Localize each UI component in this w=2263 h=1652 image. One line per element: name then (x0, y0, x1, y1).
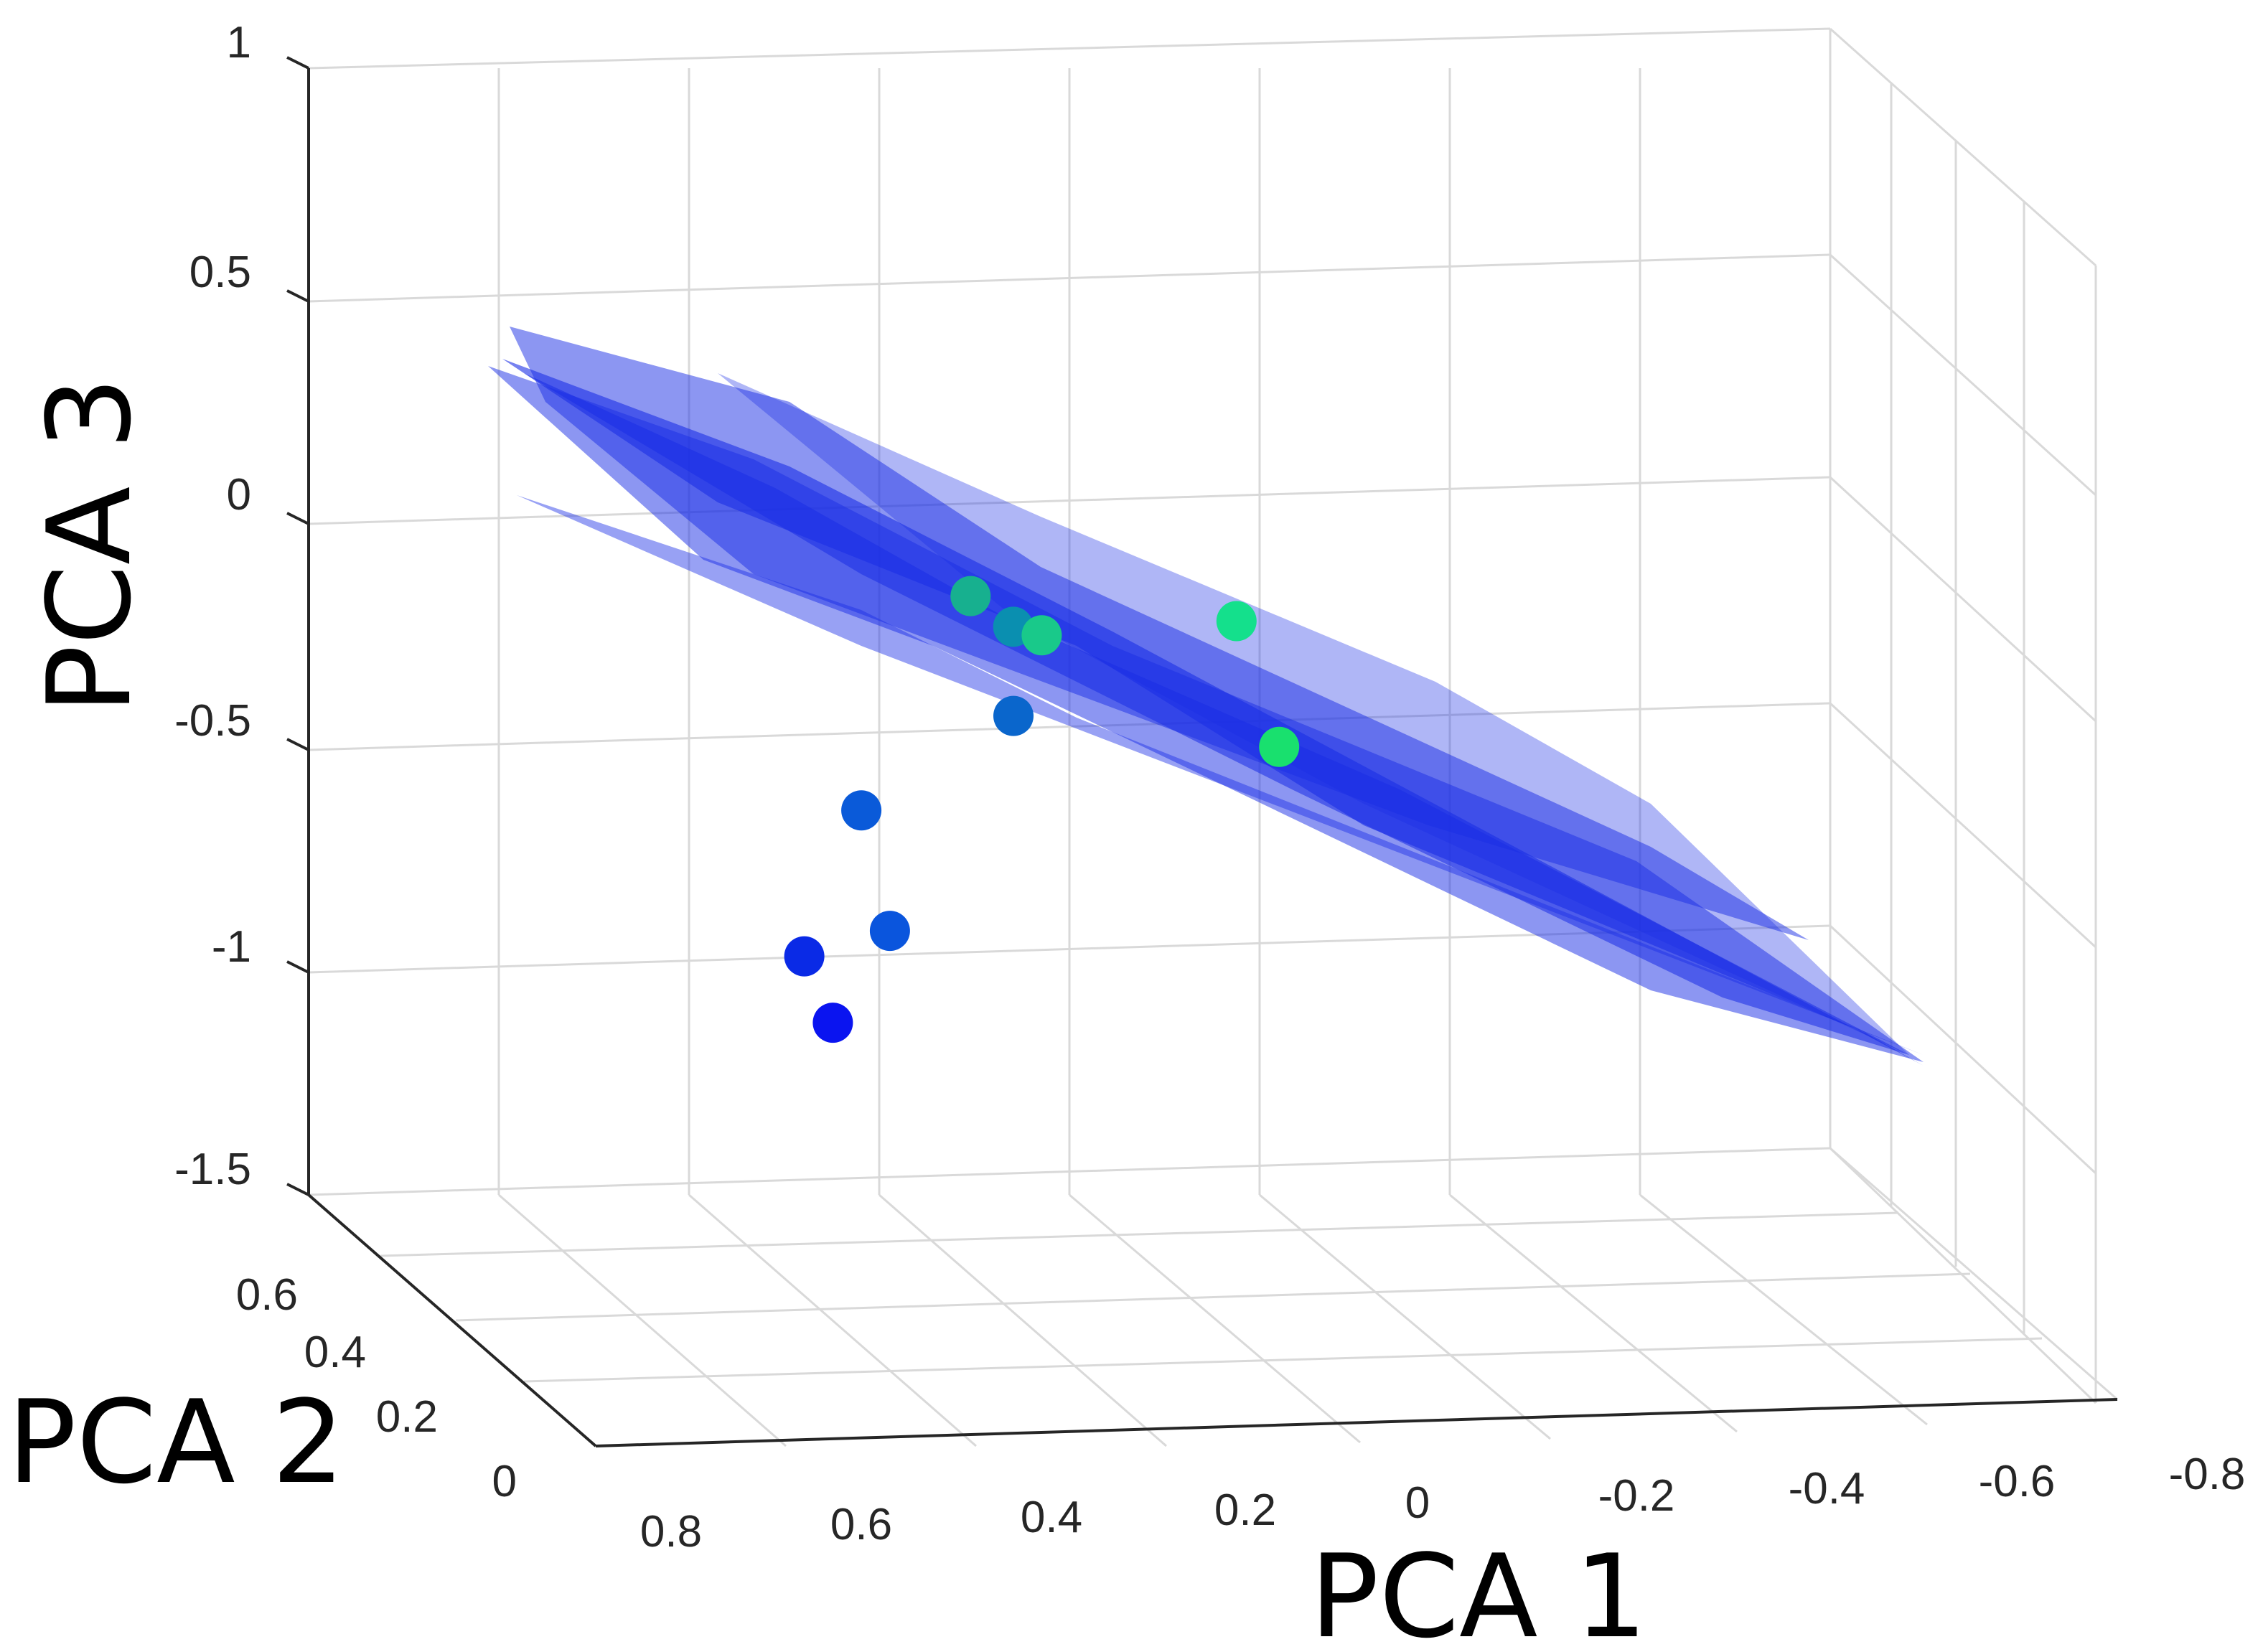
z-tick-label: 0 (227, 470, 251, 520)
x-tick-label: 0.6 (830, 1500, 892, 1549)
x-axis-label: PCA 1 (1310, 1529, 1647, 1652)
data-point (784, 936, 825, 977)
data-point (993, 695, 1034, 736)
y-tick-label: 0.6 (236, 1270, 298, 1320)
x-tick-label: -0.6 (1979, 1457, 2056, 1506)
y-tick-labels: 0 0.2 0.4 0.6 (236, 1270, 517, 1506)
x-tick-label: 0 (1405, 1478, 1430, 1528)
data-point (841, 790, 882, 831)
z-axis-label: PCA 3 (22, 377, 156, 714)
axis-box (307, 68, 2118, 1447)
z-tick-label: 0.5 (189, 248, 251, 297)
z-tick-label: -1.5 (174, 1145, 251, 1194)
x-tick-label: -0.2 (1598, 1471, 1675, 1521)
data-point (812, 1003, 853, 1043)
data-point (950, 576, 991, 616)
x-tick-label: -0.4 (1789, 1464, 1865, 1513)
y-tick-label: 0.2 (376, 1392, 438, 1442)
x-tick-label: -0.8 (2169, 1450, 2246, 1499)
y-tick-label: 0 (492, 1457, 517, 1506)
z-tick-label: -0.5 (174, 696, 251, 746)
x-tick-label: 0.2 (1214, 1486, 1276, 1535)
side-wall-grid (1829, 27, 2097, 1404)
floor-grid (308, 1147, 2118, 1447)
fitted-surfaces (488, 327, 1924, 1066)
z-tick-label: -1 (212, 922, 251, 972)
z-tick-marks (286, 56, 309, 1196)
x-tick-labels: 0.8 0.6 0.4 0.2 0 -0.2 -0.4 -0.6 -0.8 (640, 1450, 2246, 1557)
z-tick-label: 1 (227, 18, 251, 67)
data-point (1021, 615, 1062, 656)
y-axis-label: PCA 2 (7, 1375, 345, 1509)
x-tick-label: 0.8 (640, 1507, 702, 1557)
data-point (1259, 726, 1300, 767)
data-points (784, 576, 1300, 1043)
data-point (1216, 601, 1257, 642)
x-tick-label: 0.4 (1021, 1493, 1082, 1542)
data-point (869, 911, 910, 952)
y-tick-label: 0.4 (304, 1328, 366, 1377)
z-tick-labels: 1 0.5 0 -0.5 -1 -1.5 (174, 18, 251, 1194)
